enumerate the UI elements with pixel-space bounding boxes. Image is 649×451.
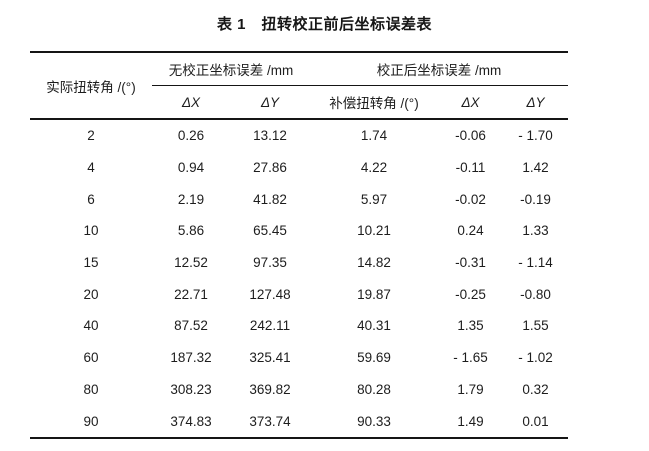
table-cell: - 1.65 xyxy=(453,350,488,366)
table-cell: 19.87 xyxy=(357,286,391,302)
table-row: 40 87.52 242.11 40.31 1.35 1.55 xyxy=(30,310,568,342)
table-cell: 0.24 xyxy=(457,223,484,239)
table-cell: 1.55 xyxy=(522,318,549,334)
table-cell: 40.31 xyxy=(357,318,391,334)
table-cell: 5.86 xyxy=(177,223,205,239)
table-cell: - 1.70 xyxy=(518,128,553,144)
col-header-compensation-twist-angle: 补偿扭转角 /(°) xyxy=(310,85,438,120)
table-cell: 374.83 xyxy=(170,413,212,429)
table-cell: 4.22 xyxy=(360,160,388,176)
table-cell: 325.41 xyxy=(249,350,291,366)
table-row: 10 5.86 65.45 10.21 0.24 1.33 xyxy=(30,215,568,247)
table-row: 90 374.83 373.74 90.33 1.49 0.01 xyxy=(30,405,568,438)
table-cell: 65.45 xyxy=(253,223,287,239)
table-cell: 20 xyxy=(83,286,99,302)
table-cell: -0.25 xyxy=(455,286,486,302)
table-cell: 80 xyxy=(83,381,99,397)
table-cell: -0.11 xyxy=(455,160,486,176)
table-cell: 0.26 xyxy=(177,128,205,144)
table-row: 60 187.32 325.41 59.69 - 1.65 - 1.02 xyxy=(30,342,568,374)
table-cell: 1.49 xyxy=(457,413,484,429)
coordinate-error-table: 实际扭转角 /(°) 无校正坐标误差 /mm 校正后坐标误差 /mm ΔX ΔY… xyxy=(30,51,568,439)
col-header-delta-x-uncorrected: ΔX xyxy=(152,85,230,120)
table-cell: 90.33 xyxy=(357,413,391,429)
table-cell: 4 xyxy=(87,160,95,176)
table-cell: 12.52 xyxy=(174,255,208,271)
table-cell: 2.19 xyxy=(177,191,205,207)
col-header-delta-x-corrected: ΔX xyxy=(438,85,503,120)
table-row: 80 308.23 369.82 80.28 1.79 0.32 xyxy=(30,374,568,406)
table-cell: 0.32 xyxy=(522,381,549,397)
table-cell: 1.42 xyxy=(522,160,549,176)
table-row: 20 22.71 127.48 19.87 -0.25 -0.80 xyxy=(30,278,568,310)
table-cell: 22.71 xyxy=(174,286,208,302)
table-cell: - 1.02 xyxy=(518,350,553,366)
table-cell: 0.94 xyxy=(177,160,205,176)
table-cell: 187.32 xyxy=(170,350,212,366)
col-group-corrected-error: 校正后坐标误差 /mm xyxy=(310,52,568,86)
table-cell: 1.74 xyxy=(360,128,388,144)
table-header-group-row: 实际扭转角 /(°) 无校正坐标误差 /mm 校正后坐标误差 /mm xyxy=(30,52,568,120)
table-cell: -0.19 xyxy=(520,191,551,207)
table-caption: 表 1 扭转校正前后坐标误差表 xyxy=(216,16,432,33)
col-group-uncorrected-error: 无校正坐标误差 /mm xyxy=(152,52,310,86)
table-cell: 80.28 xyxy=(357,381,391,397)
table-cell: 41.82 xyxy=(253,191,287,207)
table-cell: 59.69 xyxy=(357,350,391,366)
table-cell: 369.82 xyxy=(249,381,291,397)
table-cell: -0.31 xyxy=(455,255,486,271)
table-cell: 5.97 xyxy=(360,191,388,207)
table-cell: 87.52 xyxy=(174,318,208,334)
table-cell: 308.23 xyxy=(170,381,212,397)
table-cell: 40 xyxy=(83,318,99,334)
table-cell: 1.79 xyxy=(457,381,484,397)
table-header-sub-row: ΔX ΔY 补偿扭转角 /(°) ΔX ΔY xyxy=(30,85,568,120)
table-cell: 10 xyxy=(83,223,99,239)
table-cell: 60 xyxy=(83,350,99,366)
table-cell: 15 xyxy=(83,255,99,271)
col-header-actual-twist-angle: 实际扭转角 /(°) xyxy=(30,52,152,120)
table-cell: 1.35 xyxy=(457,318,484,334)
table-row: 6 2.19 41.82 5.97 -0.02 -0.19 xyxy=(30,183,568,215)
table-cell: 2 xyxy=(87,128,95,144)
table-cell: 127.48 xyxy=(249,286,291,302)
table-cell: 6 xyxy=(87,191,95,207)
table-header: 实际扭转角 /(°) 无校正坐标误差 /mm 校正后坐标误差 /mm ΔX ΔY… xyxy=(30,52,568,120)
table-cell: 242.11 xyxy=(249,318,291,334)
table-cell: - 1.14 xyxy=(518,255,553,271)
table-row: 15 12.52 97.35 14.82 -0.31 - 1.14 xyxy=(30,247,568,279)
table-cell: 10.21 xyxy=(357,223,391,239)
table-cell: 97.35 xyxy=(253,255,287,271)
table-cell: -0.06 xyxy=(455,128,486,144)
table-cell: 27.86 xyxy=(253,160,287,176)
table-cell: 373.74 xyxy=(249,413,291,429)
table-cell: 0.01 xyxy=(522,413,549,429)
table-cell: 14.82 xyxy=(357,255,391,271)
table-cell: -0.80 xyxy=(520,286,551,302)
col-header-delta-y-uncorrected: ΔY xyxy=(230,85,310,120)
table-cell: -0.02 xyxy=(455,191,486,207)
table-body: 2 0.26 13.12 1.74 -0.06 - 1.70 4 0.94 27.86 4.22 -… xyxy=(30,119,568,438)
table-cell: 1.33 xyxy=(522,223,549,239)
col-header-delta-y-corrected: ΔY xyxy=(503,85,568,120)
table-cell: 90 xyxy=(83,413,99,429)
table-cell: 13.12 xyxy=(253,128,287,144)
table-row: 2 0.26 13.12 1.74 -0.06 - 1.70 xyxy=(30,119,568,152)
table-row: 4 0.94 27.86 4.22 -0.11 1.42 xyxy=(30,152,568,184)
